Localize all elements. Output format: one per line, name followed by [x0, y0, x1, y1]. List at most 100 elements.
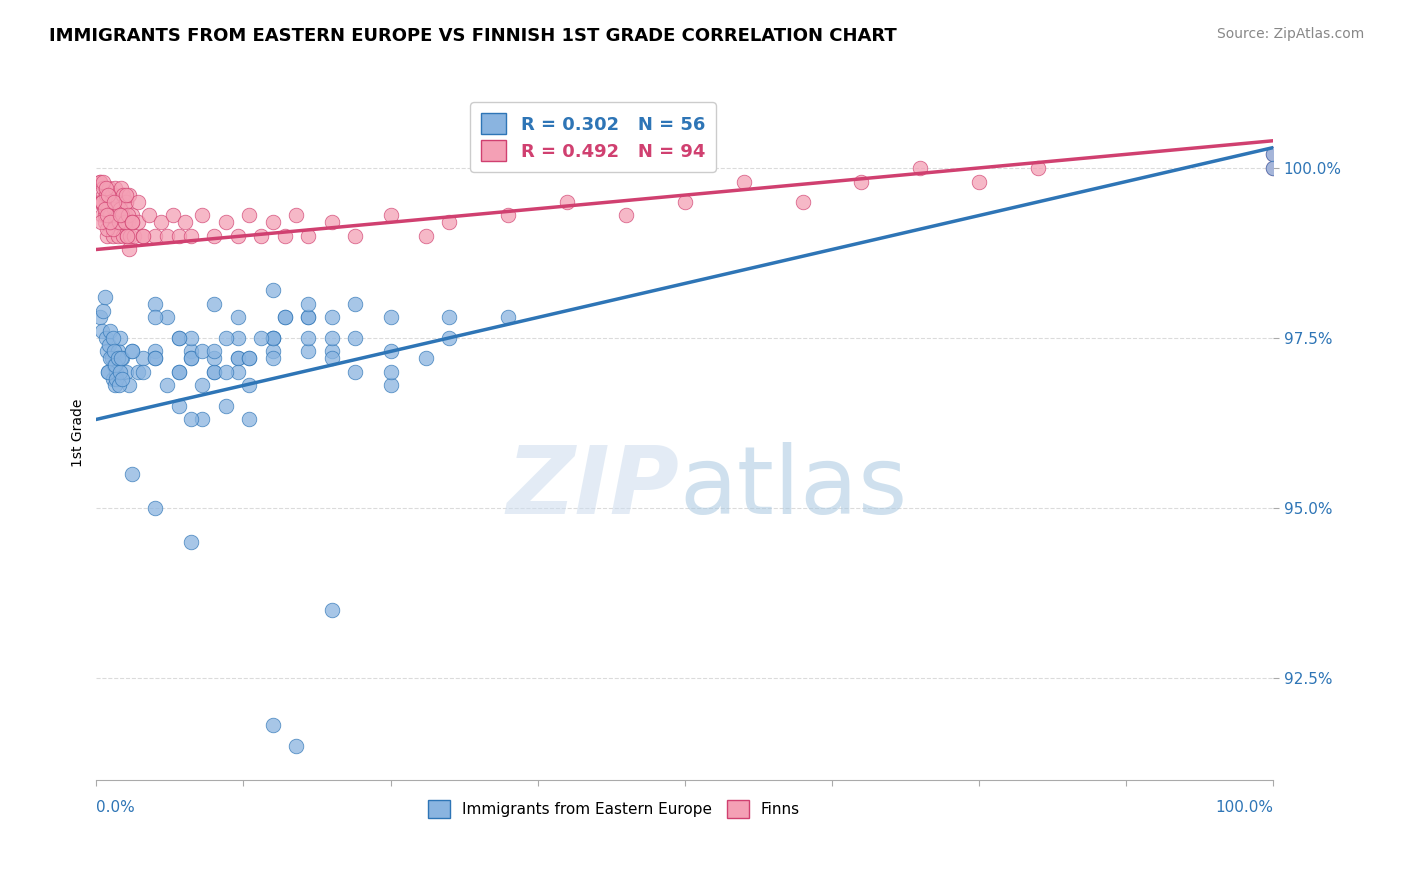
Text: Source: ZipAtlas.com: Source: ZipAtlas.com: [1216, 27, 1364, 41]
Point: [107, 209, 129, 223]
Point: [121, 215, 143, 229]
Point: [202, 351, 225, 366]
Point: [98, 337, 121, 351]
Point: [114, 215, 136, 229]
Point: [1026, 161, 1049, 175]
Point: [114, 365, 136, 379]
Point: [380, 344, 402, 359]
Point: [93, 290, 115, 304]
Point: [100, 194, 122, 209]
Point: [112, 228, 135, 243]
Point: [1263, 161, 1285, 175]
Point: [262, 718, 284, 732]
Point: [97, 365, 120, 379]
Point: [111, 188, 134, 202]
Point: [156, 228, 179, 243]
Point: [101, 228, 124, 243]
Point: [179, 534, 201, 549]
Point: [94, 181, 117, 195]
Point: [91, 209, 114, 223]
Point: [191, 344, 214, 359]
Y-axis label: 1st Grade: 1st Grade: [72, 399, 86, 467]
Point: [1263, 147, 1285, 161]
Point: [415, 351, 437, 366]
Point: [121, 344, 143, 359]
Point: [107, 215, 129, 229]
Point: [98, 181, 121, 195]
Point: [91, 194, 114, 209]
Point: [107, 378, 129, 392]
Point: [94, 194, 117, 209]
Point: [118, 188, 141, 202]
Point: [250, 228, 273, 243]
Point: [115, 228, 138, 243]
Point: [132, 351, 155, 366]
Point: [179, 412, 201, 426]
Point: [105, 365, 128, 379]
Point: [380, 310, 402, 325]
Point: [226, 228, 249, 243]
Point: [733, 174, 755, 188]
Point: [202, 228, 225, 243]
Point: [94, 331, 117, 345]
Point: [103, 358, 125, 372]
Point: [111, 351, 134, 366]
Point: [380, 209, 402, 223]
Point: [262, 351, 284, 366]
Point: [555, 194, 578, 209]
Point: [143, 310, 166, 325]
Point: [191, 209, 214, 223]
Point: [89, 174, 111, 188]
Point: [202, 365, 225, 379]
Point: [179, 351, 201, 366]
Point: [97, 209, 120, 223]
Point: [97, 188, 120, 202]
Point: [132, 228, 155, 243]
Point: [167, 365, 190, 379]
Point: [118, 243, 141, 257]
Point: [108, 209, 131, 223]
Point: [215, 365, 238, 379]
Point: [273, 310, 295, 325]
Point: [250, 331, 273, 345]
Point: [121, 344, 143, 359]
Point: [110, 215, 132, 229]
Point: [101, 371, 124, 385]
Point: [262, 331, 284, 345]
Point: [297, 228, 319, 243]
Point: [93, 188, 115, 202]
Point: [93, 303, 115, 318]
Point: [96, 209, 118, 223]
Point: [104, 181, 127, 195]
Point: [111, 209, 134, 223]
Point: [120, 228, 142, 243]
Point: [215, 399, 238, 413]
Point: [143, 500, 166, 515]
Point: [415, 228, 437, 243]
Point: [344, 365, 367, 379]
Point: [103, 209, 125, 223]
Point: [108, 194, 131, 209]
Point: [97, 365, 120, 379]
Point: [143, 351, 166, 366]
Point: [100, 188, 122, 202]
Point: [238, 378, 260, 392]
Point: [297, 344, 319, 359]
Point: [202, 297, 225, 311]
Point: [93, 202, 115, 216]
Legend: Immigrants from Eastern Europe, Finns: Immigrants from Eastern Europe, Finns: [422, 794, 806, 824]
Point: [262, 344, 284, 359]
Text: atlas: atlas: [679, 442, 907, 534]
Point: [498, 310, 520, 325]
Point: [138, 209, 160, 223]
Point: [104, 188, 127, 202]
Point: [321, 215, 343, 229]
Point: [226, 351, 249, 366]
Point: [262, 331, 284, 345]
Point: [321, 331, 343, 345]
Point: [321, 310, 343, 325]
Point: [191, 378, 214, 392]
Point: [297, 297, 319, 311]
Point: [89, 174, 111, 188]
Point: [439, 331, 461, 345]
